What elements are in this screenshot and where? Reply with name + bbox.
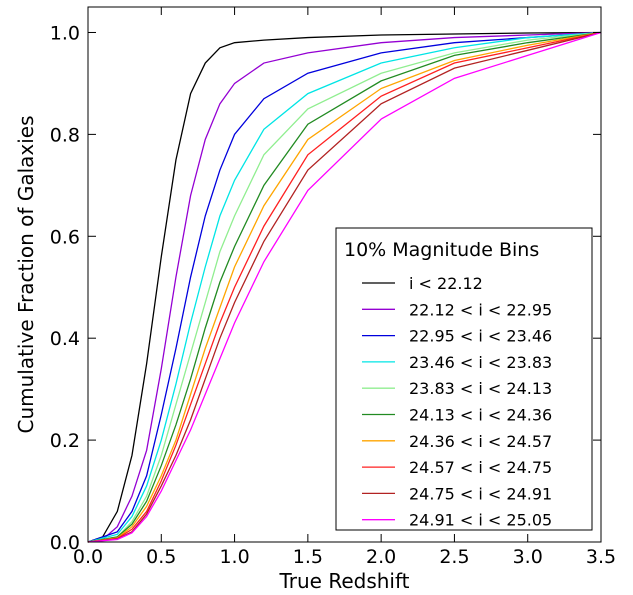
legend-label: 23.83 < i < 24.13 bbox=[409, 379, 552, 398]
x-axis-label: True Redshift bbox=[278, 569, 409, 593]
legend-box bbox=[335, 227, 593, 531]
legend: 10% Magnitude Bins i < 22.12 22.12 < i < … bbox=[335, 227, 593, 531]
legend-label: i < 22.12 bbox=[409, 274, 483, 293]
legend-label: 24.75 < i < 24.91 bbox=[409, 484, 552, 503]
y-tick-label: 1.0 bbox=[50, 22, 80, 44]
y-axis-label: Cumulative Fraction of Galaxies bbox=[14, 115, 38, 433]
x-tick-label: 3.5 bbox=[586, 546, 616, 568]
x-tick-label: 1.0 bbox=[219, 546, 249, 568]
series-line-6 bbox=[87, 31, 602, 543]
series-layer bbox=[87, 31, 602, 543]
x-tick-label: 1.5 bbox=[293, 546, 323, 568]
y-tick-label: 0.4 bbox=[50, 328, 80, 350]
x-tick-label: 0.5 bbox=[146, 546, 176, 568]
x-tick-label: 2.0 bbox=[366, 546, 396, 568]
legend-items: i < 22.12 22.12 < i < 22.95 22.95 < i < 23… bbox=[362, 274, 552, 530]
legend-label: 23.46 < i < 23.83 bbox=[409, 353, 552, 372]
legend-label: 24.13 < i < 24.36 bbox=[409, 406, 552, 425]
series-line-5 bbox=[87, 31, 602, 543]
series-line-8 bbox=[87, 31, 602, 543]
legend-label: 24.57 < i < 24.75 bbox=[409, 458, 552, 477]
series-line-0 bbox=[87, 31, 602, 543]
plot-frame bbox=[87, 6, 602, 543]
series-line-9 bbox=[87, 31, 602, 543]
x-tick-label: 0.0 bbox=[73, 546, 103, 568]
y-tick-label: 0.6 bbox=[50, 226, 80, 248]
y-tick-label: 0.8 bbox=[50, 124, 80, 146]
series-line-3 bbox=[87, 31, 602, 543]
legend-label: 24.36 < i < 24.57 bbox=[409, 432, 552, 451]
legend-label: 22.12 < i < 22.95 bbox=[409, 300, 552, 319]
series-line-4 bbox=[87, 31, 602, 543]
x-tick-label: 3.0 bbox=[513, 546, 543, 568]
ticks-layer: 0.0 0.5 1.0 1.5 2.0 2.5 3.0 3.5 0.0 0.2 0.4 0.6 0.8 1… bbox=[50, 7, 616, 568]
series-line-7 bbox=[87, 31, 602, 543]
y-tick-label: 0.2 bbox=[50, 430, 80, 452]
x-tick-label: 2.5 bbox=[439, 546, 469, 568]
series-line-2 bbox=[87, 31, 602, 543]
series-line-1 bbox=[87, 31, 602, 543]
legend-label: 24.91 < i < 25.05 bbox=[409, 511, 552, 530]
y-tick-label: 0.0 bbox=[50, 532, 80, 554]
legend-label: 22.95 < i < 23.46 bbox=[409, 327, 552, 346]
legend-title: 10% Magnitude Bins bbox=[344, 239, 539, 261]
